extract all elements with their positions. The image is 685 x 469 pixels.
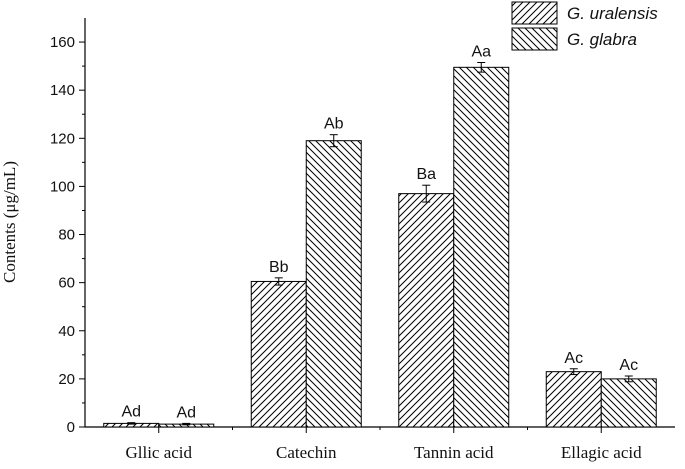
y-tick-label: 120	[50, 130, 75, 147]
legend-swatch	[511, 27, 558, 51]
data-label: Ba	[416, 166, 436, 183]
x-tick-label: Tannin acid	[414, 443, 494, 462]
data-label: Bb	[269, 259, 289, 276]
bar-uralensis	[250, 280, 307, 428]
x-tick-label: Ellagic acid	[561, 443, 642, 462]
data-label: Ac	[619, 357, 638, 374]
y-axis-label: Contents (μg/mL)	[0, 161, 19, 283]
y-tick-label: 0	[67, 419, 75, 436]
legend: G. uralensis G. glabra	[511, 1, 658, 51]
x-ticks: Gllic acid Catechin Tannin acid Ellagic aci…	[125, 427, 642, 462]
y-tick-label: 140	[50, 82, 75, 99]
bar-glabra	[305, 140, 362, 428]
y-tick-label: 60	[58, 275, 75, 292]
data-label: Ad	[176, 404, 196, 421]
bar-uralensis	[398, 193, 455, 428]
bar-glabra	[453, 66, 510, 428]
bar-glabra	[600, 378, 657, 428]
bar-uralensis	[545, 371, 602, 428]
data-label: Ad	[121, 404, 141, 421]
y-tick-label: 40	[58, 323, 75, 340]
bars: Ad Ad Bb Ab Ba Aa Ac Ac	[103, 44, 657, 428]
legend-label: G. uralensis	[567, 4, 658, 23]
y-tick-label: 100	[50, 178, 75, 195]
legend-swatch	[511, 1, 558, 25]
data-label: Ab	[324, 116, 344, 133]
x-tick-label: Gllic acid	[125, 443, 192, 462]
y-tick-label: 80	[58, 227, 75, 244]
legend-label: G. glabra	[567, 30, 637, 49]
x-tick-label: Catechin	[276, 443, 337, 462]
y-tick-label: 160	[50, 34, 75, 51]
y-tick-label: 20	[58, 371, 75, 388]
y-ticks: 0 20 40 60 80 100 120 140 160	[50, 34, 85, 436]
data-label: Ac	[564, 350, 583, 367]
data-label: Aa	[471, 44, 491, 61]
